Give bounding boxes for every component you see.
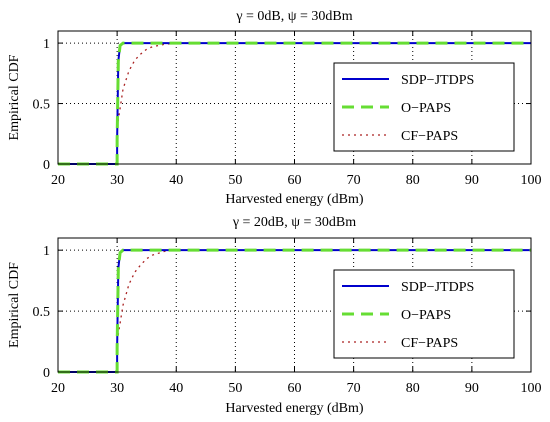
x-tick-label: 100: [521, 381, 542, 396]
y-tick-label: 0.5: [33, 98, 51, 113]
axes-frame: [57, 237, 532, 373]
y-axis-label: Empirical CDF: [7, 54, 22, 140]
axes-frame: [57, 30, 532, 165]
x-tick-label: 50: [228, 173, 242, 188]
chart-panel-top: γ = 0dB, ψ = 30dBm Harvested energy (dBm…: [7, 9, 542, 207]
x-axis-label: Harvested energy (dBm): [225, 192, 363, 207]
chart-panel-bottom: γ = 20dB, ψ = 30dBm Harvested energy (dB…: [7, 215, 542, 416]
legend-label: CF−PAPS: [401, 336, 458, 351]
chart-title: γ = 0dB, ψ = 30dBm: [235, 9, 352, 24]
x-tick-label: 90: [465, 381, 479, 396]
legend-label: O−PAPS: [401, 101, 451, 116]
legend-label: SDP−JTDPS: [401, 73, 474, 88]
x-tick-label: 80: [406, 173, 420, 188]
legend: SDP−JTDPS O−PAPS CF−PAPS: [333, 269, 515, 359]
y-tick-label: 0: [43, 158, 50, 173]
x-tick-label: 60: [288, 381, 302, 396]
legend: SDP−JTDPS O−PAPS CF−PAPS: [333, 62, 515, 152]
x-tick-label: 100: [521, 173, 542, 188]
y-tick-label: 0.5: [33, 305, 51, 320]
x-tick-label: 30: [110, 381, 124, 396]
y-tick-label: 1: [43, 37, 50, 52]
x-tick-label: 50: [228, 381, 242, 396]
x-tick-label: 90: [465, 173, 479, 188]
legend-label: CF−PAPS: [401, 129, 458, 144]
x-tick-label: 20: [51, 173, 65, 188]
y-axis-label: Empirical CDF: [7, 262, 22, 348]
x-tick-label: 70: [347, 173, 361, 188]
x-tick-label: 60: [288, 173, 302, 188]
x-tick-label: 40: [169, 173, 183, 188]
x-tick-label: 30: [110, 173, 124, 188]
x-tick-label: 40: [169, 381, 183, 396]
x-tick-label: 70: [347, 381, 361, 396]
x-tick-label: 80: [406, 381, 420, 396]
legend-label: SDP−JTDPS: [401, 280, 474, 295]
y-tick-label: 0: [43, 366, 50, 381]
x-tick-label: 20: [51, 381, 65, 396]
legend-label: O−PAPS: [401, 308, 451, 323]
y-tick-label: 1: [43, 244, 50, 259]
x-axis-label: Harvested energy (dBm): [225, 401, 363, 416]
chart-title: γ = 20dB, ψ = 30dBm: [232, 215, 356, 230]
